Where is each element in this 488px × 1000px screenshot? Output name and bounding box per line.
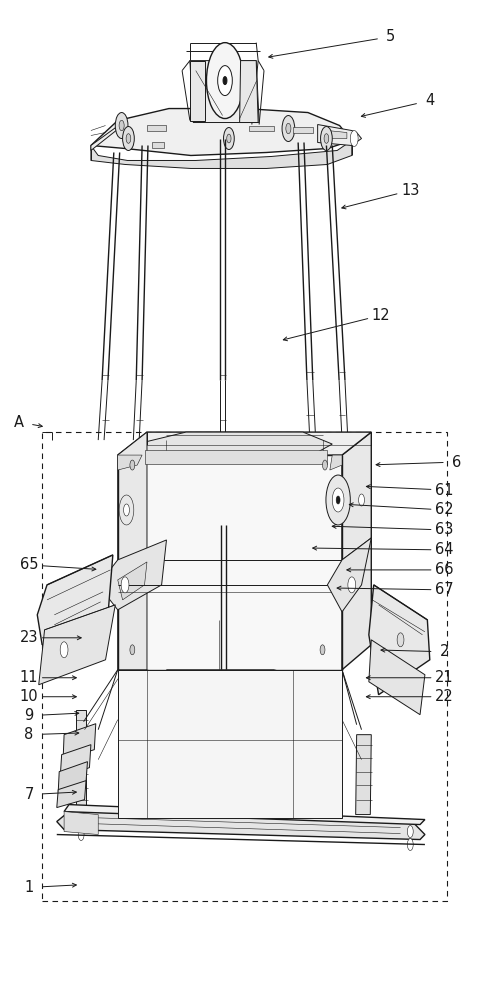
Text: 13: 13 (400, 183, 419, 198)
Polygon shape (166, 670, 293, 705)
Polygon shape (91, 140, 351, 168)
Polygon shape (63, 724, 96, 760)
Text: 2: 2 (439, 644, 448, 659)
Text: 22: 22 (434, 689, 453, 704)
Polygon shape (98, 540, 166, 610)
Polygon shape (57, 812, 424, 840)
Circle shape (121, 577, 129, 593)
Polygon shape (64, 805, 424, 825)
Text: 4: 4 (424, 93, 433, 108)
Circle shape (78, 829, 84, 841)
Polygon shape (327, 538, 370, 612)
Text: 6: 6 (451, 455, 460, 470)
Circle shape (347, 577, 355, 593)
Text: 62: 62 (434, 502, 453, 517)
Circle shape (206, 43, 243, 119)
Circle shape (325, 475, 349, 525)
Polygon shape (249, 126, 273, 131)
Text: 63: 63 (434, 522, 453, 537)
Text: 23: 23 (20, 630, 38, 645)
Bar (42, 432, 446, 901)
Polygon shape (60, 745, 91, 778)
Circle shape (60, 642, 68, 658)
Text: 9: 9 (24, 708, 34, 723)
Polygon shape (118, 670, 341, 818)
Circle shape (358, 494, 364, 506)
Text: 64: 64 (434, 542, 453, 557)
Polygon shape (147, 125, 166, 131)
Text: 1: 1 (24, 880, 34, 895)
Polygon shape (355, 735, 370, 815)
Polygon shape (118, 432, 147, 670)
Circle shape (349, 131, 357, 146)
Circle shape (126, 134, 130, 143)
Circle shape (331, 488, 343, 512)
Text: 65: 65 (20, 557, 38, 572)
Polygon shape (189, 61, 259, 123)
Circle shape (282, 116, 294, 141)
Polygon shape (327, 131, 346, 139)
Text: 7: 7 (24, 787, 34, 802)
Circle shape (407, 826, 412, 838)
Polygon shape (152, 142, 163, 148)
Circle shape (119, 120, 124, 131)
Polygon shape (224, 682, 283, 722)
Circle shape (223, 77, 226, 85)
Circle shape (119, 495, 134, 525)
Polygon shape (58, 762, 87, 792)
Circle shape (396, 633, 403, 647)
Polygon shape (144, 450, 327, 464)
Text: 21: 21 (434, 670, 453, 685)
Circle shape (322, 460, 327, 470)
Polygon shape (146, 670, 215, 710)
Polygon shape (91, 123, 122, 150)
Text: 5: 5 (386, 29, 395, 44)
Polygon shape (118, 432, 370, 455)
Polygon shape (64, 812, 98, 835)
Circle shape (130, 645, 135, 655)
Polygon shape (132, 432, 331, 460)
Circle shape (122, 127, 134, 150)
Circle shape (213, 721, 226, 749)
Text: 61: 61 (434, 483, 453, 498)
Polygon shape (239, 61, 258, 123)
Circle shape (335, 496, 339, 504)
Circle shape (206, 707, 233, 763)
Text: 10: 10 (20, 689, 38, 704)
Text: 8: 8 (24, 727, 34, 742)
Circle shape (115, 113, 128, 139)
Polygon shape (118, 562, 147, 600)
Circle shape (324, 134, 328, 143)
Circle shape (320, 127, 331, 150)
Circle shape (78, 816, 84, 828)
Text: 66: 66 (434, 562, 453, 577)
Polygon shape (118, 455, 341, 670)
Polygon shape (341, 432, 370, 670)
Circle shape (130, 460, 135, 470)
Polygon shape (293, 127, 312, 133)
Text: A: A (14, 415, 24, 430)
Circle shape (217, 66, 232, 96)
Circle shape (123, 504, 129, 516)
Polygon shape (189, 61, 205, 121)
Text: 67: 67 (434, 582, 453, 597)
Polygon shape (368, 640, 424, 715)
Polygon shape (37, 555, 113, 645)
Polygon shape (91, 109, 351, 155)
Polygon shape (329, 455, 341, 470)
Polygon shape (39, 605, 115, 685)
Polygon shape (57, 781, 86, 808)
Text: 11: 11 (20, 670, 38, 685)
Circle shape (407, 839, 412, 851)
Circle shape (285, 123, 290, 134)
Circle shape (223, 128, 234, 149)
Circle shape (320, 645, 325, 655)
Polygon shape (118, 455, 142, 470)
Circle shape (226, 134, 230, 143)
Text: 12: 12 (371, 308, 389, 323)
Polygon shape (76, 710, 86, 815)
Polygon shape (317, 125, 361, 145)
Polygon shape (368, 585, 429, 695)
